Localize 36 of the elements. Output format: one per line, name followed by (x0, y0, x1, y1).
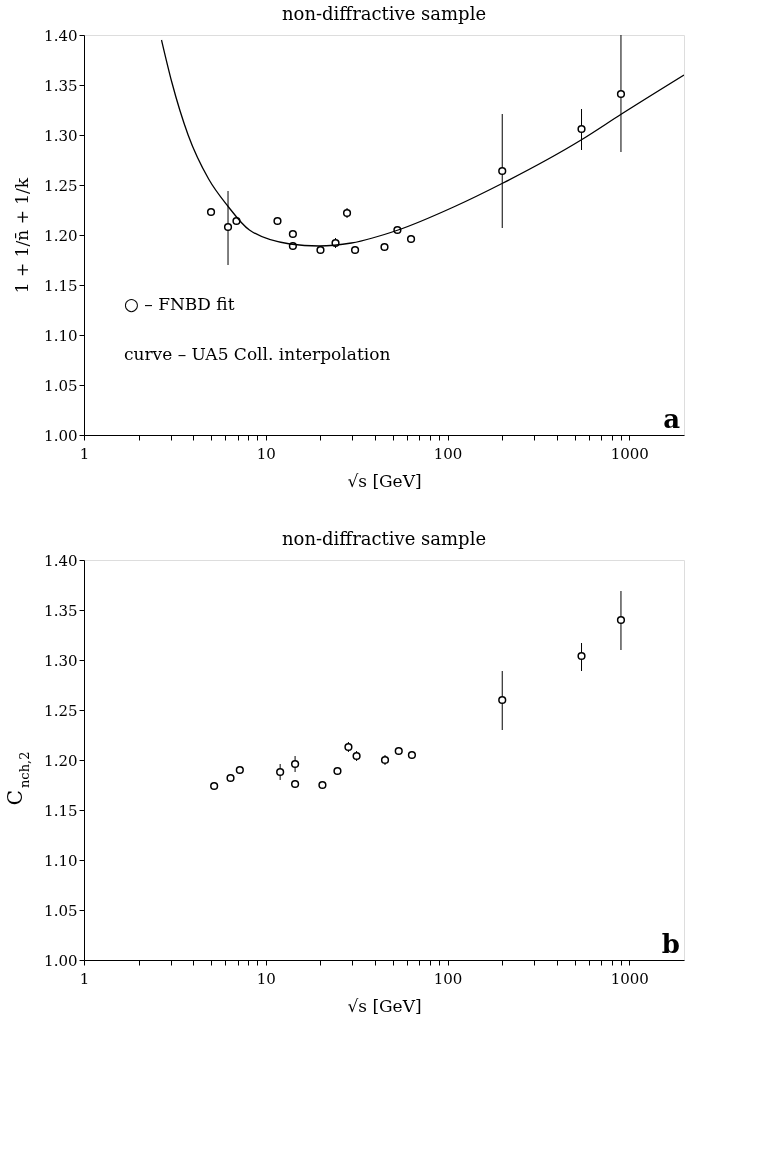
x-tick-label: 10 (256, 969, 276, 988)
y-tick-label: 1.10 (44, 326, 78, 345)
y-tick-label: 1.10 (44, 851, 78, 870)
y-tick-label: 1.05 (44, 901, 78, 920)
y-tick-label: 1.05 (44, 376, 78, 395)
chart-title: non-diffractive sample (281, 3, 487, 24)
y-tick-label: 1.20 (44, 226, 78, 245)
x-tick-label: 100 (433, 969, 463, 988)
y-tick-label: 1.00 (44, 951, 78, 970)
x-axis-title: √s [GeV] (347, 470, 422, 491)
y-tick-label: 1.35 (44, 76, 78, 95)
y-axis-title: Cnch,2 (3, 751, 32, 806)
annotation: a (663, 404, 681, 434)
y-tick-label: 1.25 (44, 701, 78, 720)
y-tick-label: 1.00 (44, 426, 78, 445)
y-tick-label: 1.30 (44, 651, 78, 670)
x-axis-title: √s [GeV] (347, 995, 422, 1016)
y-tick-label: 1.20 (44, 751, 78, 770)
y-tick-label: 1.15 (44, 276, 78, 295)
annotation: curve – UA5 Coll. interpolation (124, 344, 391, 364)
annotation: ○ – FNBD fit (124, 294, 235, 314)
annotation: b (661, 929, 680, 959)
y-tick-label: 1.40 (44, 551, 78, 570)
x-tick-label: 1 (79, 969, 90, 988)
y-tick-label: 1.25 (44, 176, 78, 195)
x-tick-label: 10 (256, 444, 276, 463)
y-tick-label: 1.35 (44, 601, 78, 620)
x-tick-label: 1000 (610, 444, 649, 463)
y-tick-label: 1.30 (44, 126, 78, 145)
x-tick-label: 100 (433, 444, 463, 463)
y-axis-title: 1 + 1/n̄ + 1/k (12, 177, 33, 294)
x-tick-label: 1000 (610, 969, 649, 988)
y-tick-label: 1.15 (44, 801, 78, 820)
chart-title: non-diffractive sample (281, 528, 487, 549)
y-tick-label: 1.40 (44, 26, 78, 45)
x-tick-label: 1 (79, 444, 90, 463)
